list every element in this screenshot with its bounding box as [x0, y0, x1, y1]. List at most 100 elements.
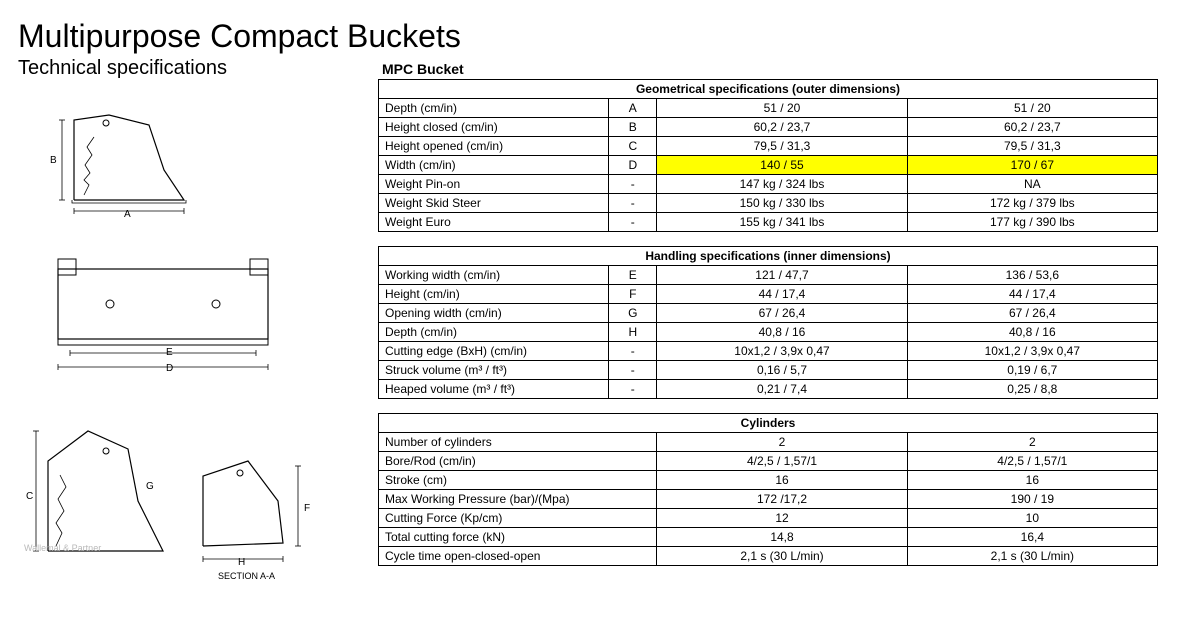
table-cylinders-header: Cylinders — [379, 414, 1158, 433]
cell-val: 67 / 26,4 — [657, 304, 907, 323]
cell-code: B — [609, 118, 657, 137]
cell-code: C — [609, 137, 657, 156]
cell-param: Width (cm/in) — [379, 156, 609, 175]
right-column: MPC Bucket Geometrical specifications (o… — [378, 61, 1182, 580]
table-cylinders: Cylinders Number of cylinders 2 2 Bore/R… — [378, 413, 1158, 566]
cell-val: 4/2,5 / 1,57/1 — [657, 452, 907, 471]
dim-f-label: F — [304, 503, 310, 514]
cell-code: E — [609, 266, 657, 285]
content-columns: Technical specifications A B — [18, 61, 1182, 580]
table-geometrical: Geometrical specifications (outer dimens… — [378, 79, 1158, 232]
dim-g-label: G — [146, 481, 154, 492]
cell-param: Max Working Pressure (bar)/(Mpa) — [379, 490, 657, 509]
cell-val: 0,19 / 6,7 — [907, 361, 1157, 380]
table-row: Height opened (cm/in) C 79,5 / 31,3 79,5… — [379, 137, 1158, 156]
cell-val: 0,25 / 8,8 — [907, 380, 1157, 399]
cell-val: 60,2 / 23,7 — [657, 118, 907, 137]
table-row: Cutting Force (Kp/cm) 12 10 — [379, 509, 1158, 528]
table-row: Weight Euro - 155 kg / 341 lbs 177 kg / … — [379, 213, 1158, 232]
table-row: Working width (cm/in) E 121 / 47,7 136 /… — [379, 266, 1158, 285]
page: Multipurpose Compact Buckets Technical s… — [0, 0, 1200, 617]
cell-param: Depth (cm/in) — [379, 323, 609, 342]
cell-param: Weight Euro — [379, 213, 609, 232]
cell-param: Height opened (cm/in) — [379, 137, 609, 156]
cell-val: 16 — [657, 471, 907, 490]
cell-val: 177 kg / 390 lbs — [907, 213, 1157, 232]
cell-val: 2,1 s (30 L/min) — [907, 547, 1157, 566]
drawing-side-closed: A B — [54, 105, 204, 220]
left-column: Technical specifications A B — [18, 61, 378, 580]
cell-val: 10x1,2 / 3,9x 0,47 — [657, 342, 907, 361]
cell-val: 79,5 / 31,3 — [657, 137, 907, 156]
cell-val: 10x1,2 / 3,9x 0,47 — [907, 342, 1157, 361]
cell-param: Opening width (cm/in) — [379, 304, 609, 323]
cell-code: - — [609, 194, 657, 213]
cell-val: 16 — [907, 471, 1157, 490]
table-row: Depth (cm/in) A 51 / 20 51 / 20 — [379, 99, 1158, 118]
table-row: Struck volume (m³ / ft³) - 0,16 / 5,7 0,… — [379, 361, 1158, 380]
cell-param: Working width (cm/in) — [379, 266, 609, 285]
table-row: Cycle time open-closed-open 2,1 s (30 L/… — [379, 547, 1158, 566]
drawing-front: E D — [38, 249, 288, 384]
cell-code: F — [609, 285, 657, 304]
dim-b-label: B — [50, 155, 57, 166]
table-geometrical-header: Geometrical specifications (outer dimens… — [379, 80, 1158, 99]
cell-val: NA — [907, 175, 1157, 194]
cell-code: A — [609, 99, 657, 118]
table-row: Width (cm/in) D 140 / 55 170 / 67 — [379, 156, 1158, 175]
cell-param: Height (cm/in) — [379, 285, 609, 304]
cell-val: 40,8 / 16 — [907, 323, 1157, 342]
table-row: Max Working Pressure (bar)/(Mpa) 172 /17… — [379, 490, 1158, 509]
cell-val: 136 / 53,6 — [907, 266, 1157, 285]
cell-val: 2,1 s (30 L/min) — [657, 547, 907, 566]
cell-param: Height closed (cm/in) — [379, 118, 609, 137]
cell-val: 40,8 / 16 — [657, 323, 907, 342]
table-row: Heaped volume (m³ / ft³) - 0,21 / 7,4 0,… — [379, 380, 1158, 399]
cell-val: 2 — [907, 433, 1157, 452]
table-row: Cutting edge (BxH) (cm/in) - 10x1,2 / 3,… — [379, 342, 1158, 361]
table-row: Weight Pin-on - 147 kg / 324 lbs NA — [379, 175, 1158, 194]
table-handling: Handling specifications (inner dimension… — [378, 246, 1158, 399]
table-handling-header: Handling specifications (inner dimension… — [379, 247, 1158, 266]
cell-param: Struck volume (m³ / ft³) — [379, 361, 609, 380]
table-row: Weight Skid Steer - 150 kg / 330 lbs 172… — [379, 194, 1158, 213]
dim-d-label: D — [166, 363, 173, 374]
cell-val: 0,21 / 7,4 — [657, 380, 907, 399]
cell-val: 2 — [657, 433, 907, 452]
cell-code: H — [609, 323, 657, 342]
table-row: Total cutting force (kN) 14,8 16,4 — [379, 528, 1158, 547]
cell-val: 150 kg / 330 lbs — [657, 194, 907, 213]
table-row: Bore/Rod (cm/in) 4/2,5 / 1,57/1 4/2,5 / … — [379, 452, 1158, 471]
cell-param: Heaped volume (m³ / ft³) — [379, 380, 609, 399]
cell-param: Weight Skid Steer — [379, 194, 609, 213]
cell-val: 4/2,5 / 1,57/1 — [907, 452, 1157, 471]
cell-code: - — [609, 380, 657, 399]
cell-param: Cycle time open-closed-open — [379, 547, 657, 566]
table-row: Height (cm/in) F 44 / 17,4 44 / 17,4 — [379, 285, 1158, 304]
cell-val-highlight: 140 / 55 — [657, 156, 907, 175]
cell-code: - — [609, 213, 657, 232]
cell-val: 172 kg / 379 lbs — [907, 194, 1157, 213]
cell-val: 10 — [907, 509, 1157, 528]
section-heading: MPC Bucket — [382, 61, 1182, 77]
cell-param: Cutting Force (Kp/cm) — [379, 509, 657, 528]
cell-param: Depth (cm/in) — [379, 99, 609, 118]
section-aa-label: SECTION A-A — [218, 571, 275, 581]
cell-code: - — [609, 175, 657, 194]
cell-param: Total cutting force (kN) — [379, 528, 657, 547]
page-title: Multipurpose Compact Buckets — [18, 18, 1182, 55]
cell-val: 60,2 / 23,7 — [907, 118, 1157, 137]
cell-code: G — [609, 304, 657, 323]
dim-c-label: C — [26, 491, 33, 502]
subtitle: Technical specifications — [18, 57, 227, 80]
table-row: Stroke (cm) 16 16 — [379, 471, 1158, 490]
dim-e-label: E — [166, 347, 173, 358]
cell-code: - — [609, 342, 657, 361]
cell-param: Stroke (cm) — [379, 471, 657, 490]
dim-a-label: A — [124, 209, 131, 220]
cell-param: Number of cylinders — [379, 433, 657, 452]
cell-val: 14,8 — [657, 528, 907, 547]
watermark: Wallemal & Partner — [24, 543, 101, 553]
cell-val: 155 kg / 341 lbs — [657, 213, 907, 232]
cell-val: 79,5 / 31,3 — [907, 137, 1157, 156]
